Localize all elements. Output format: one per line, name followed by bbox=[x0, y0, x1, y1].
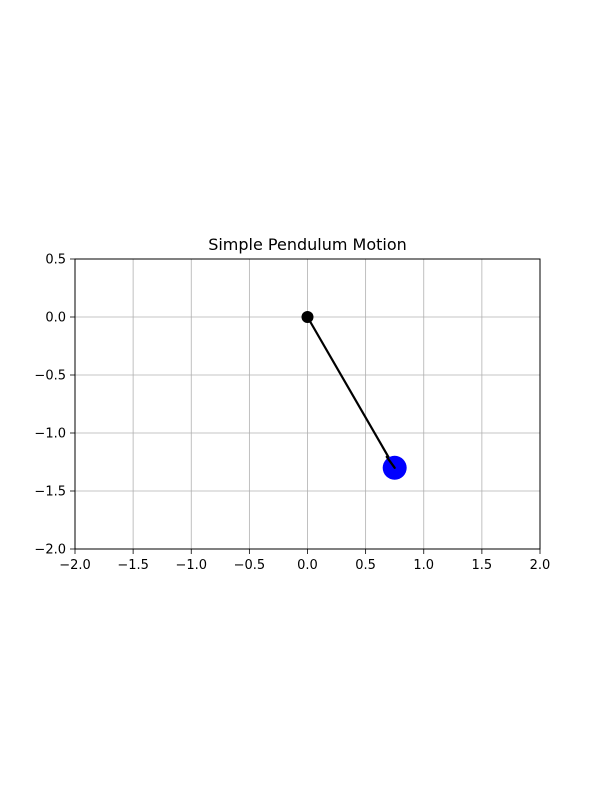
x-tick-label: 2.0 bbox=[530, 558, 551, 573]
x-tick-label: −2.0 bbox=[59, 558, 91, 573]
pendulum-rod-tip bbox=[385, 455, 396, 469]
y-tick-label: 0.5 bbox=[45, 253, 66, 268]
y-tick-label: −2.0 bbox=[34, 543, 66, 558]
y-tick-label: −0.5 bbox=[34, 369, 66, 384]
x-tick-label: 1.5 bbox=[472, 558, 493, 573]
x-tick-label: 0.5 bbox=[355, 558, 376, 573]
x-tick-label: 1.0 bbox=[413, 558, 434, 573]
x-tick-label: −1.0 bbox=[175, 558, 207, 573]
chart-title: Simple Pendulum Motion bbox=[208, 235, 407, 254]
x-tick-label: −1.5 bbox=[117, 558, 149, 573]
y-tick-label: −1.5 bbox=[34, 485, 66, 500]
pendulum-marks bbox=[301, 311, 407, 480]
pivot-point bbox=[301, 311, 314, 323]
grid bbox=[74, 258, 541, 550]
pendulum-rod bbox=[306, 315, 396, 469]
y-tick-label: 0.0 bbox=[45, 311, 66, 326]
x-tick-label: 0.0 bbox=[297, 558, 318, 573]
y-tick-label: −1.0 bbox=[34, 427, 66, 442]
x-tick-label: −0.5 bbox=[234, 558, 266, 573]
y-axis: 0.5 0.0 −0.5 −1.0 −1.5 −2.0 bbox=[34, 253, 75, 558]
x-axis: −2.0 −1.5 −1.0 −0.5 0.0 0.5 1.0 1.5 2.0 bbox=[59, 549, 550, 573]
